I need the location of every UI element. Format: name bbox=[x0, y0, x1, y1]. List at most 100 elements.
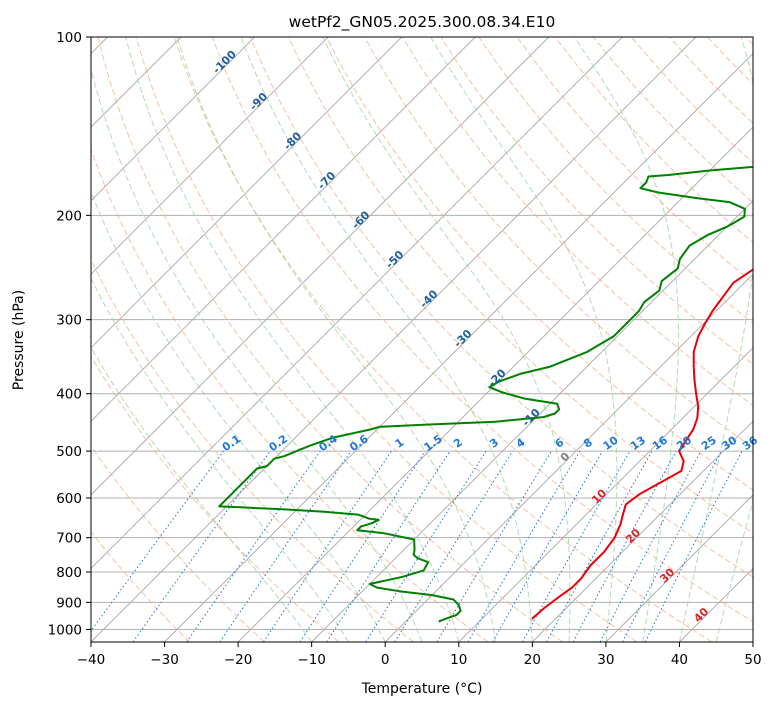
x-tick-label: −40 bbox=[77, 652, 106, 668]
isotherm-label: -70 bbox=[315, 169, 338, 192]
y-tick-label: 200 bbox=[56, 208, 82, 224]
temperature-line bbox=[531, 268, 753, 620]
isotherm-line bbox=[752, 641, 753, 642]
dry-adiabat bbox=[440, 37, 753, 365]
moist-adiabat bbox=[91, 190, 386, 642]
dry-adiabat bbox=[554, 37, 753, 244]
isotherm-line bbox=[384, 273, 753, 642]
chart-title: wetPf2_GN05.2025.300.08.34.E10 bbox=[289, 13, 556, 32]
dry-adiabat bbox=[91, 531, 191, 642]
y-tick-label: 500 bbox=[56, 444, 82, 460]
isotherm-label: -10 bbox=[520, 406, 543, 429]
mixing-ratio-line bbox=[467, 450, 581, 642]
dry-adiabat bbox=[97, 37, 563, 642]
mixing-ratio-line bbox=[436, 450, 552, 642]
dry-adiabat bbox=[91, 355, 340, 642]
mixing-ratio-line bbox=[522, 450, 631, 642]
mixing-ratio-line bbox=[219, 450, 352, 642]
dry-adiabat bbox=[211, 37, 753, 623]
mixing-ratio-label: 30 bbox=[719, 433, 739, 453]
y-axis-label: Pressure (hPa) bbox=[11, 290, 27, 390]
dry-adiabat bbox=[135, 37, 638, 642]
y-tick-label: 100 bbox=[56, 30, 82, 46]
moist-adiabat bbox=[125, 37, 460, 642]
dry-adiabat bbox=[173, 37, 713, 642]
isotherm-line bbox=[91, 37, 476, 423]
isotherm-label: -100 bbox=[210, 48, 239, 77]
isotherm-line bbox=[679, 567, 753, 642]
x-axis-label: Temperature (°C) bbox=[361, 681, 483, 697]
mixing-ratio-label: 16 bbox=[650, 433, 670, 453]
dry-adiabat bbox=[249, 37, 753, 578]
dry-adiabat bbox=[478, 37, 753, 324]
mixing-ratio-label: 13 bbox=[628, 434, 648, 453]
mixing-ratio-label: 4 bbox=[514, 436, 528, 451]
dry-adiabat bbox=[287, 37, 753, 534]
isotherm-label: -30 bbox=[451, 327, 474, 350]
y-tick-label: 1000 bbox=[48, 622, 82, 638]
moist-adiabat bbox=[176, 37, 497, 642]
dry-adiabat bbox=[669, 37, 753, 125]
dry-adiabat bbox=[745, 37, 753, 46]
isotherm-line bbox=[237, 126, 753, 642]
moist-adiabat bbox=[91, 346, 313, 642]
mixing-ratio-line bbox=[186, 450, 321, 642]
isotherm-label: -60 bbox=[349, 208, 372, 231]
mixing-ratio-label: 3 bbox=[487, 436, 501, 451]
moist-adiabat bbox=[678, 37, 753, 642]
x-tick-label: −30 bbox=[150, 652, 179, 668]
mixing-ratio-label: 25 bbox=[699, 434, 719, 453]
mixing-ratio-label: 36 bbox=[740, 433, 760, 453]
moist-adiabat bbox=[715, 498, 753, 642]
dry-adiabat bbox=[592, 37, 753, 204]
x-tick-label: 0 bbox=[381, 652, 390, 668]
isotherm-line bbox=[91, 37, 329, 275]
isotherm-label: 20 bbox=[623, 526, 643, 546]
y-tick-label: 900 bbox=[56, 595, 82, 611]
isotherm-line bbox=[164, 52, 753, 642]
mixing-ratio-label: 8 bbox=[581, 436, 595, 451]
isotherm-label: -90 bbox=[247, 90, 270, 113]
background-lines bbox=[91, 37, 753, 642]
mixing-ratio-line bbox=[644, 450, 743, 642]
mixing-ratio-label: 2 bbox=[451, 436, 465, 451]
dry-adiabat bbox=[91, 258, 414, 642]
x-axis-ticks: −40 −30 −20 −10 0 10 20 30 40 50 bbox=[77, 642, 762, 668]
dry-adiabat bbox=[707, 37, 753, 85]
x-tick-label: 20 bbox=[524, 652, 541, 668]
y-axis-ticks: 100 200 300 400 500 600 700 800 900 1000 bbox=[48, 30, 91, 638]
y-tick-label: 600 bbox=[56, 491, 82, 507]
dry-adiabat bbox=[326, 37, 753, 491]
moist-adiabat bbox=[574, 37, 679, 642]
moist-adiabat bbox=[91, 66, 423, 642]
x-tick-label: −10 bbox=[297, 652, 326, 668]
isotherm-label: -20 bbox=[485, 366, 508, 389]
isotherm-line bbox=[91, 37, 697, 642]
isotherm-line bbox=[91, 37, 623, 570]
mixing-ratio-line bbox=[546, 450, 653, 642]
y-tick-label: 700 bbox=[56, 531, 82, 547]
mixing-ratio-line bbox=[572, 450, 677, 642]
x-tick-label: 10 bbox=[450, 652, 467, 668]
mixing-ratio-label: 1 bbox=[393, 436, 407, 451]
x-tick-label: 30 bbox=[597, 652, 614, 668]
y-tick-label: 300 bbox=[56, 313, 82, 329]
dry-adiabat bbox=[91, 148, 489, 642]
mixing-ratio-line bbox=[91, 450, 224, 632]
isotherm-line bbox=[531, 420, 753, 642]
gridlines bbox=[91, 37, 753, 642]
moist-adiabat bbox=[430, 37, 618, 642]
mixing-ratio-line bbox=[326, 450, 451, 642]
isotherm-line bbox=[458, 347, 753, 642]
mixing-ratio-line bbox=[263, 450, 392, 642]
mixing-ratio-line bbox=[299, 450, 426, 642]
isotherm-label: 30 bbox=[657, 565, 677, 585]
y-tick-label: 400 bbox=[56, 387, 82, 403]
dry-adiabat bbox=[516, 37, 753, 284]
isotherm-label: -50 bbox=[383, 248, 406, 271]
plot-frame bbox=[90, 36, 754, 643]
isotherm-label: -40 bbox=[417, 287, 440, 310]
isotherm-label: 10 bbox=[589, 486, 609, 506]
isotherm-line bbox=[91, 37, 550, 496]
